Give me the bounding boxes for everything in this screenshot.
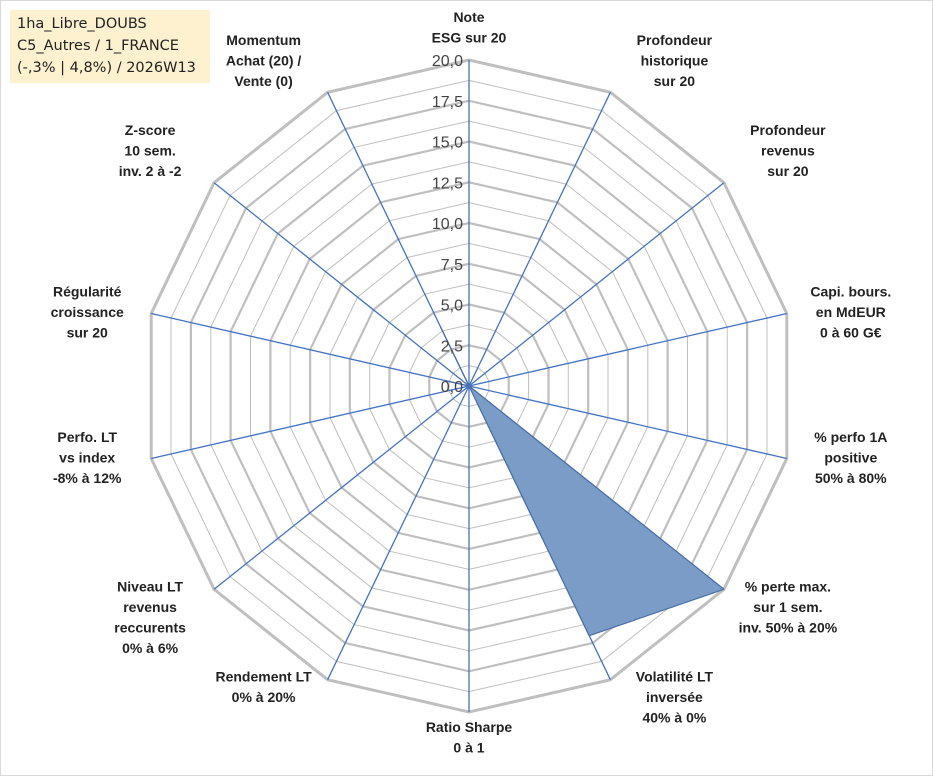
tick-label: 7,5 bbox=[441, 257, 463, 274]
axis-label: Rendement LT 0% à 20% bbox=[215, 669, 312, 706]
axis-label-line: croissance bbox=[51, 304, 124, 320]
axis-label-line: 10 sem. bbox=[124, 143, 175, 159]
axis-label-line: Perfo. LT bbox=[57, 429, 117, 445]
axis-label-line: en MdEUR bbox=[816, 304, 886, 320]
axis-label-line: inv. 50% à 20% bbox=[739, 619, 838, 635]
tick-label: 15,0 bbox=[432, 135, 463, 152]
spoke-line bbox=[327, 385, 470, 680]
tick-label: 10,0 bbox=[432, 216, 463, 233]
spoke-line bbox=[213, 385, 470, 590]
tick-label: 20,0 bbox=[432, 53, 463, 70]
tick-label: 12,5 bbox=[432, 175, 463, 192]
tick-label: 17,5 bbox=[432, 94, 463, 111]
axis-label-line: -8% à 12% bbox=[53, 470, 122, 486]
info-line-3: (-,3% | 4,8%) / 2026W13 bbox=[17, 60, 196, 76]
axis-label-line: ESG sur 20 bbox=[432, 30, 507, 46]
axis-label-line: Note bbox=[453, 9, 484, 25]
axis-label: Momentum Achat (20) / Vente (0) bbox=[226, 32, 302, 89]
axis-label: Niveau LT revenus reccurents 0% à 6% bbox=[114, 578, 186, 656]
axis-label: % perfo 1A positive 50% à 80% bbox=[814, 429, 887, 486]
axis-label-line: inv. 2 à -2 bbox=[119, 163, 182, 179]
axis-label-line: Rendement LT bbox=[215, 669, 312, 685]
info-line-1: 1ha_Libre_DOUBS bbox=[17, 16, 147, 32]
spoke-line bbox=[468, 312, 787, 387]
axis-label-line: % perfo 1A bbox=[814, 429, 887, 445]
spoke-line bbox=[151, 385, 470, 460]
spoke-line bbox=[468, 385, 787, 460]
spoke-line bbox=[468, 92, 611, 387]
axis-label-line: Vente (0) bbox=[234, 73, 292, 89]
axis-label: Ratio Sharpe 0 à 1 bbox=[426, 719, 513, 756]
tick-label: 5,0 bbox=[441, 298, 463, 315]
axis-label: Perfo. LT vs index -8% à 12% bbox=[53, 429, 122, 486]
axis-label-line: Achat (20) / bbox=[226, 52, 302, 68]
axis-label-line: sur 20 bbox=[67, 325, 108, 341]
spoke-line bbox=[213, 182, 470, 387]
tick-label: 0,0 bbox=[441, 379, 463, 396]
axis-label-line: 40% à 0% bbox=[642, 710, 706, 726]
info-line-2: C5_Autres / 1_FRANCE bbox=[17, 38, 179, 54]
axis-label-line: sur 20 bbox=[654, 73, 695, 89]
axis-label-line: historique bbox=[641, 52, 709, 68]
axis-label-line: 0 à 1 bbox=[453, 740, 484, 756]
axis-label-line: Capi. bours. bbox=[810, 284, 891, 300]
spoke-line bbox=[151, 312, 470, 387]
axis-label-line: Régularité bbox=[53, 284, 122, 300]
axis-label-line: Profondeur bbox=[637, 32, 713, 48]
data-series-area bbox=[440, 326, 725, 637]
axis-label-line: positive bbox=[824, 449, 877, 465]
axis-label: Volatilité LT inversée 40% à 0% bbox=[636, 669, 714, 726]
axis-label-line: 0% à 6% bbox=[122, 640, 179, 656]
axis-label-line: Profondeur bbox=[750, 122, 826, 138]
axis-label: Régularité croissance sur 20 bbox=[51, 284, 124, 341]
axis-label-line: reccurents bbox=[114, 619, 186, 635]
axis-label-line: 0 à 60 G€ bbox=[820, 325, 882, 341]
axis-label: Profondeur revenus sur 20 bbox=[750, 122, 826, 179]
axis-label-line: revenus bbox=[761, 143, 815, 159]
axis-label-line: Momentum bbox=[226, 32, 301, 48]
axis-label-line: 0% à 20% bbox=[232, 689, 296, 705]
axis-label: Z-score 10 sem. inv. 2 à -2 bbox=[119, 122, 182, 179]
axis-label-line: revenus bbox=[123, 599, 177, 615]
axis-label: Capi. bours. en MdEUR 0 à 60 G€ bbox=[810, 284, 891, 341]
info-box: 1ha_Libre_DOUBS C5_Autres / 1_FRANCE (-,… bbox=[10, 10, 210, 83]
axis-label-line: Niveau LT bbox=[117, 578, 183, 594]
spoke-line bbox=[468, 182, 725, 387]
axis-label-line: sur 20 bbox=[767, 163, 808, 179]
tick-label: 2,5 bbox=[441, 338, 463, 355]
axis-label-line: Ratio Sharpe bbox=[426, 719, 513, 735]
axis-label-line: 50% à 80% bbox=[815, 470, 887, 486]
axis-label-line: inversée bbox=[646, 689, 703, 705]
axis-label: Profondeur historique sur 20 bbox=[637, 32, 713, 89]
axis-label-line: % perte max. bbox=[745, 578, 831, 594]
axis-label-line: Z-score bbox=[125, 122, 176, 138]
axis-label-line: vs index bbox=[59, 449, 115, 465]
axis-label-line: sur 1 sem. bbox=[753, 599, 822, 615]
axis-label: Note ESG sur 20 bbox=[432, 9, 507, 46]
axis-label: % perte max. sur 1 sem. inv. 50% à 20% bbox=[739, 578, 838, 635]
axis-label-line: Volatilité LT bbox=[636, 669, 714, 685]
